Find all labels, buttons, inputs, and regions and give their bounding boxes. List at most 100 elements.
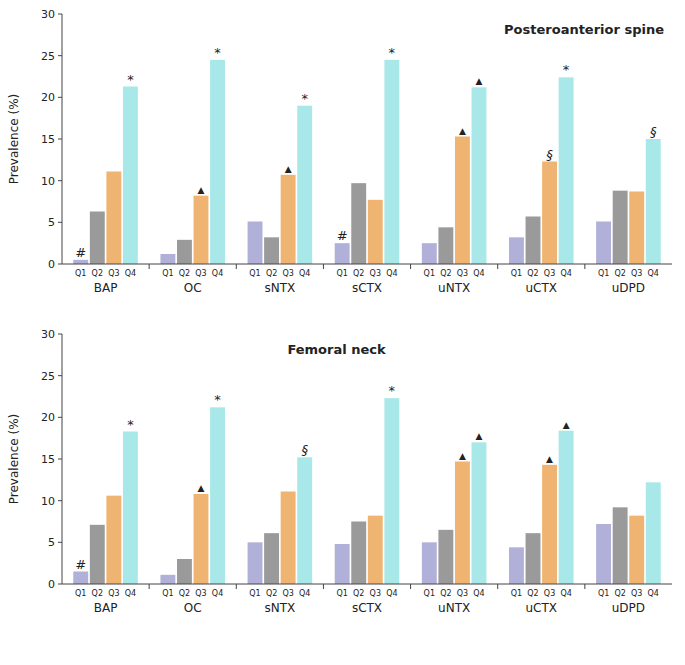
y-tick-label: 0: [48, 258, 55, 271]
group-separator: [149, 584, 150, 589]
x-tick-label: Q3: [108, 589, 119, 598]
x-tick-label: Q2: [527, 589, 538, 598]
bar: [438, 530, 453, 584]
y-tick: [58, 14, 62, 15]
annotation: #: [337, 228, 348, 243]
x-tick-label: Q1: [511, 589, 522, 598]
annotation: *: [389, 383, 396, 398]
x-tick-label: Q1: [336, 589, 347, 598]
bar: [123, 87, 138, 265]
x-tick-label: Q1: [162, 589, 173, 598]
bar: [160, 254, 175, 264]
x-axis-line: [62, 264, 672, 265]
y-tick-label: 0: [48, 578, 55, 591]
group-separator: [410, 584, 411, 589]
y-tick: [58, 139, 62, 140]
annotation: *: [214, 45, 221, 60]
bar: [526, 533, 541, 584]
bar: [629, 192, 644, 265]
group-separator: [497, 264, 498, 269]
x-tick-label: Q1: [424, 269, 435, 278]
y-tick: [58, 542, 62, 543]
annotation: *: [127, 417, 134, 432]
x-tick-label: Q4: [648, 589, 659, 598]
x-tick-label: Q3: [195, 269, 206, 278]
x-tick-label: Q4: [386, 269, 397, 278]
group-label: uDPD: [612, 601, 645, 615]
panel-title: Femoral neck: [287, 342, 386, 357]
bar: [281, 492, 296, 585]
y-tick: [58, 334, 62, 335]
bar: [106, 496, 121, 584]
group-separator: [149, 264, 150, 269]
x-tick-label: Q2: [179, 589, 190, 598]
group-label: sNTX: [264, 281, 295, 295]
x-tick-label: Q4: [560, 269, 571, 278]
bar: [422, 542, 437, 584]
x-tick-label: Q1: [598, 269, 609, 278]
x-tick-label: Q3: [631, 589, 642, 598]
x-tick-label: Q1: [336, 269, 347, 278]
annotation: ▲: [476, 76, 483, 86]
bar: [422, 243, 437, 264]
group-label: BAP: [94, 601, 118, 615]
bar: [596, 222, 611, 265]
x-tick-label: Q3: [457, 269, 468, 278]
x-tick-label: Q1: [598, 589, 609, 598]
x-tick-label: Q4: [560, 589, 571, 598]
bar: [177, 240, 192, 264]
x-axis-line: [62, 584, 672, 585]
x-tick-label: Q3: [370, 589, 381, 598]
y-tick-label: 5: [48, 536, 55, 549]
bar: [559, 77, 574, 264]
annotation: ▲: [459, 451, 466, 461]
bar: [384, 398, 399, 584]
x-tick-label: Q1: [249, 589, 260, 598]
x-tick-label: Q1: [75, 589, 86, 598]
x-tick-label: Q4: [386, 589, 397, 598]
bar: [248, 542, 263, 584]
group-label: uCTX: [526, 281, 558, 295]
x-tick-label: Q2: [353, 589, 364, 598]
bars: [73, 60, 660, 264]
annotation: ▲: [563, 420, 570, 430]
bar: [509, 547, 524, 584]
x-tick-label: Q2: [527, 269, 538, 278]
group-label: sNTX: [264, 601, 295, 615]
group-label: sCTX: [352, 281, 382, 295]
annotation: ▲: [198, 185, 205, 195]
x-tick-label: Q3: [195, 589, 206, 598]
x-tick-label: Q3: [544, 269, 555, 278]
bar: [281, 175, 296, 264]
annotation: §: [546, 147, 553, 162]
bar: [194, 196, 209, 264]
group-label: BAP: [94, 281, 118, 295]
bar: [646, 139, 661, 264]
bar: [123, 432, 138, 585]
y-tick: [58, 97, 62, 98]
bar: [455, 137, 470, 265]
y-tick: [58, 264, 62, 265]
group-label: uCTX: [526, 601, 558, 615]
group-separator: [323, 584, 324, 589]
x-tick-label: Q3: [457, 589, 468, 598]
group-separator: [323, 264, 324, 269]
bar: [264, 533, 279, 584]
annotation: *: [301, 91, 308, 106]
x-tick-label: Q2: [179, 269, 190, 278]
bar: [542, 162, 557, 265]
y-tick: [58, 459, 62, 460]
group-label: uNTX: [438, 281, 470, 295]
bar: [90, 525, 105, 584]
bar: [297, 457, 312, 584]
bar: [297, 106, 312, 264]
y-tick-label: 20: [41, 411, 55, 424]
group-label: uDPD: [612, 281, 645, 295]
x-tick-label: Q3: [108, 269, 119, 278]
x-tick-label: Q3: [370, 269, 381, 278]
bar: [526, 217, 541, 265]
annotation: §: [301, 442, 308, 457]
group-separator: [236, 584, 237, 589]
x-tick-label: Q2: [614, 269, 625, 278]
group-separator: [236, 264, 237, 269]
